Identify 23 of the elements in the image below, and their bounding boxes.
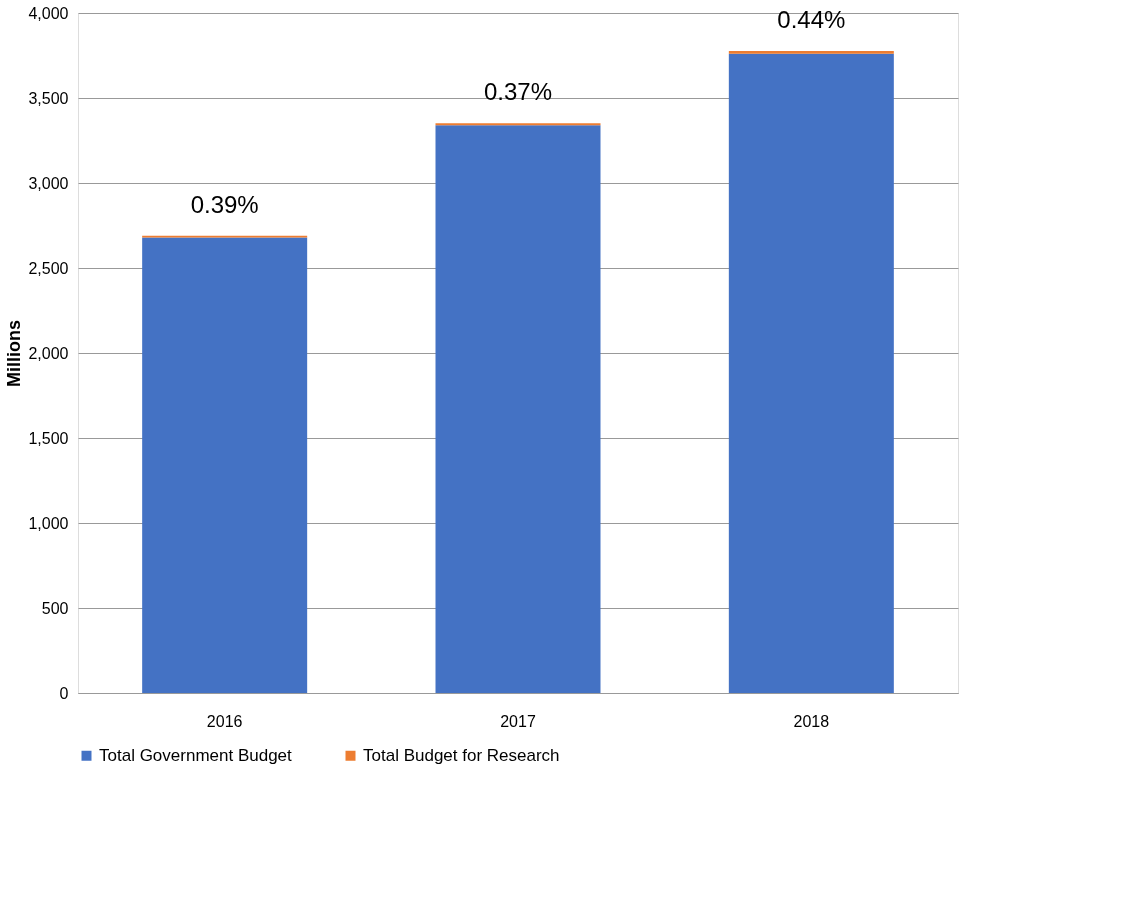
y-axis-title: Millions (4, 320, 25, 387)
bar (728, 53, 894, 693)
y-tick-label: 1,000 (28, 514, 69, 532)
bar (142, 237, 308, 693)
x-tick-label: 2017 (500, 712, 536, 730)
y-tick-label: 3,000 (28, 174, 69, 192)
annotation: 0.44% (777, 5, 846, 33)
y-tick-label: 2,000 (28, 344, 69, 362)
y-tick-label: 3,500 (28, 89, 69, 107)
annotation: 0.39% (190, 190, 259, 218)
x-tick-label: 2018 (793, 712, 830, 730)
bar (435, 123, 601, 126)
bar (435, 125, 601, 693)
x-tick-label: 2016 (206, 712, 243, 730)
legend-label: Total Government Budget (99, 745, 293, 765)
y-tick-label: 500 (41, 599, 69, 617)
y-tick-label: 1,500 (28, 429, 69, 447)
annotation: 0.37% (483, 78, 553, 106)
bar (728, 50, 894, 54)
y-tick-label: 2,500 (28, 259, 69, 277)
y-tick-label: 0 (59, 684, 69, 702)
legend-label: Total Budget for Research (363, 745, 560, 765)
y-tick-label: 4,000 (28, 4, 69, 22)
